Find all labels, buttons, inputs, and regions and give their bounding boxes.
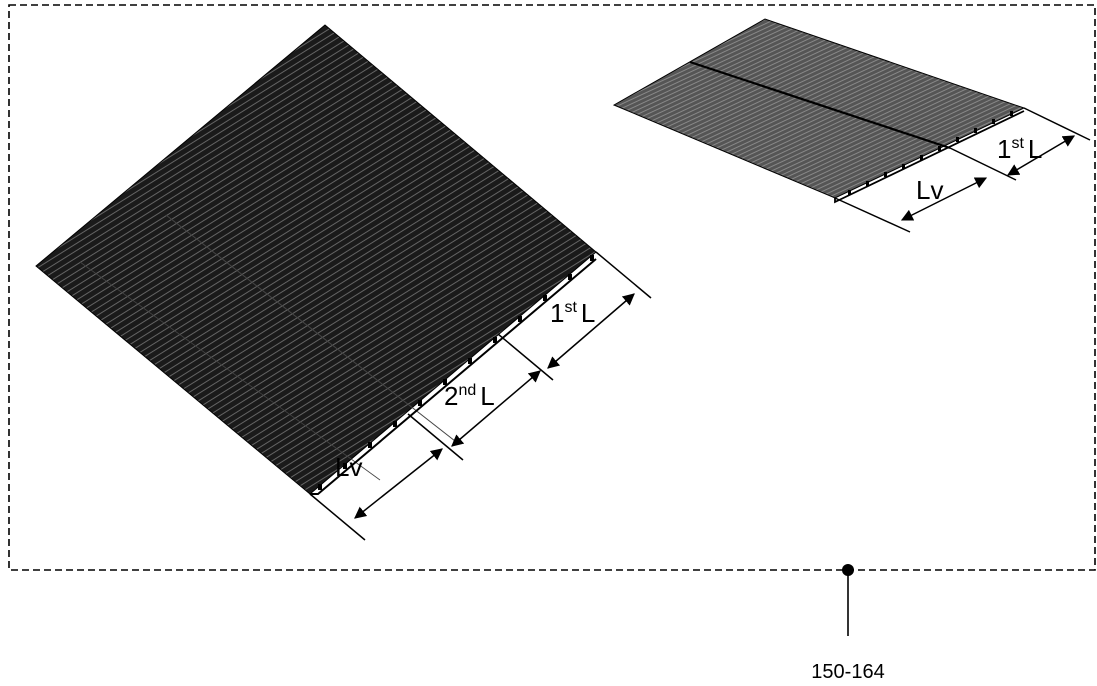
label-2nd-l: 2nd L [444, 381, 495, 411]
large-panel-surface [35, 24, 597, 495]
label-1st-l-small: 1st L [997, 134, 1042, 164]
small-extension-line [1023, 107, 1091, 141]
large-extension-line [309, 493, 366, 541]
dimension-arrow-lv-small [900, 177, 988, 221]
dashed-boundary [8, 4, 1096, 571]
large-extension-line [595, 251, 652, 299]
small-extension-line [949, 147, 1017, 181]
small-panel-tabs [848, 111, 1013, 195]
large-panel-joint [165, 214, 456, 442]
large-extension-line [497, 333, 554, 381]
large-panel-front-edge [310, 258, 597, 495]
label-1st-l: 1st L [550, 298, 595, 328]
large-extension-line [407, 413, 464, 461]
small-panel-surface [612, 18, 1026, 199]
large-panel-joint [79, 261, 381, 481]
small-panel-seam [689, 60, 951, 150]
reference-dot [842, 564, 854, 576]
small-panel-front-edge [834, 110, 1025, 204]
dimension-arrow-2nd [451, 370, 541, 447]
dimension-arrow-lv [354, 448, 443, 519]
reference-numeral: 150-164 [811, 661, 884, 683]
label-lv-small: Lv [916, 175, 943, 205]
dimension-arrow-1st [547, 293, 635, 369]
large-panel: 1st L 2nd L Lv [35, 24, 652, 541]
small-extension-line [834, 197, 911, 233]
large-panel-tabs [318, 255, 594, 490]
dimension-arrow-1st-small [1006, 135, 1076, 176]
label-lv-large: Lv [335, 452, 362, 482]
small-panel: 1st L Lv [612, 18, 1091, 233]
